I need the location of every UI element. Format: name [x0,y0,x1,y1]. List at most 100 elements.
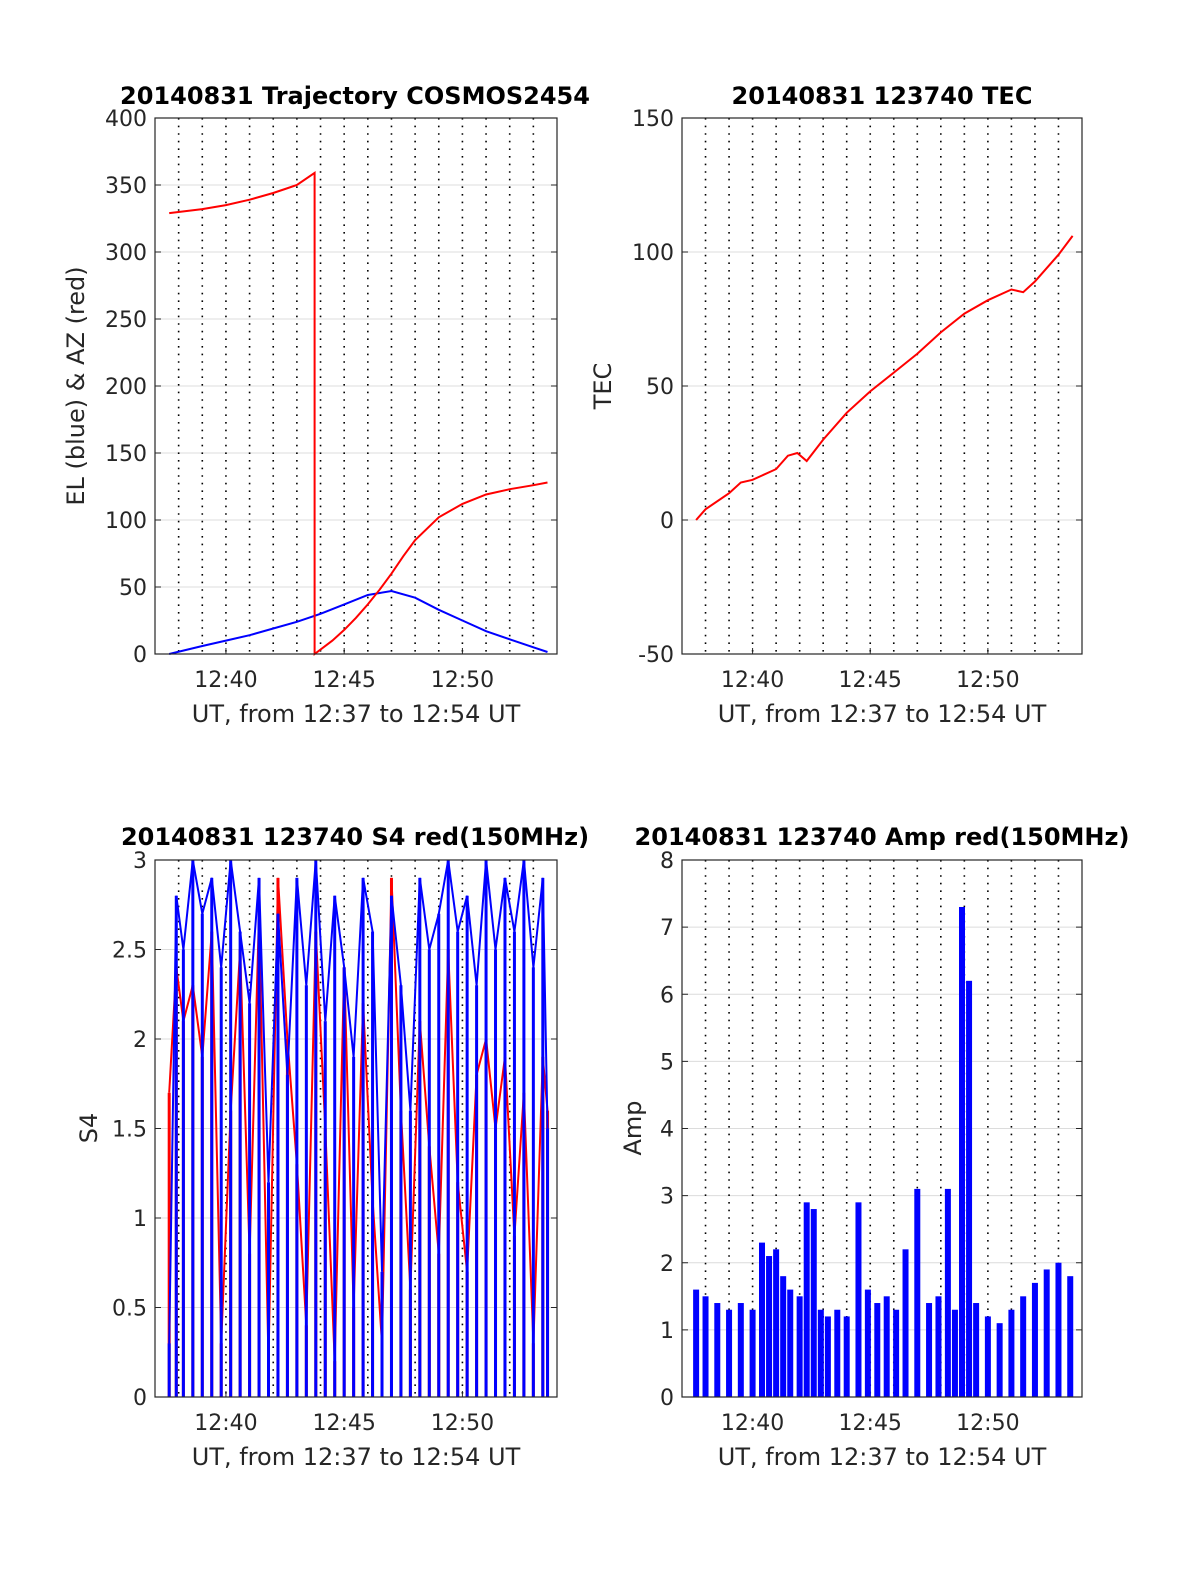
y-axis-label: TEC [589,363,617,411]
y-tick-label: 350 [105,174,147,199]
amp-bar [787,1289,794,1397]
series-line-1 [168,877,549,1362]
y-tick-label: 3 [133,849,147,874]
amp-bar [749,1309,756,1397]
axes-frame [154,117,558,655]
y-tick-labels: -50 0 50 100 150 [632,107,674,668]
y-tick-label: 400 [105,107,147,132]
amp-bar [1008,1309,1015,1397]
x-tick-label: 12:50 [431,668,494,693]
amp-bar [944,1188,951,1397]
amp-bar [702,1296,709,1397]
amp-bar [914,1188,921,1397]
amp-bar [803,1202,810,1397]
y-tick-label: 0 [133,1386,147,1411]
amp-bar [935,1296,942,1397]
amp-bar [780,1276,787,1397]
y-tick-label: 150 [105,442,147,467]
y-tick-label: 150 [632,107,674,132]
amp-bar [834,1309,841,1397]
x-tick-label: 12:45 [312,1411,375,1436]
y-tick-label: 200 [105,375,147,400]
amp-bar [874,1303,881,1397]
y-tick-label: 6 [660,983,674,1008]
x-tick-labels: 12:40 12:45 12:50 [194,1411,494,1436]
y-tick-label: 0 [660,1386,674,1411]
amp-bar [737,1303,744,1397]
amp-bar [1067,1276,1074,1397]
x-axis-label: UT, from 12:37 to 12:54 UT [718,700,1047,728]
plot-area [168,171,548,657]
x-tick-label: 12:50 [956,668,1019,693]
y-axis-label: Amp [619,1100,647,1155]
panel-trajectory: 20140831 Trajectory COSMOS2454 0 50 100 150… [62,82,590,728]
amp-bar [726,1309,733,1397]
x-tick-labels: 12:40 12:45 12:50 [194,668,494,693]
panel-title: 20140831 123740 Amp red(150MHz) [635,823,1130,851]
amp-bar [984,1316,991,1397]
y-tick-labels: 0 1 2 3 4 5 6 7 8 [660,849,674,1411]
amp-bar [766,1256,773,1397]
panel-s4: 20140831 123740 S4 red(150MHz) 0 0.5 1 1.5 2… [75,823,589,1471]
amp-bar [951,1309,958,1397]
y-tick-label: 250 [105,308,147,333]
amp-bar [864,1289,871,1397]
y-tick-label: 2.5 [112,939,147,964]
axes-frame [681,859,1083,1398]
y-tick-label: 1 [133,1207,147,1232]
panel-amp: 20140831 123740 Amp red(150MHz) 0 1 2 3 4 5 6 7… [619,823,1129,1471]
series-line-2 [169,171,548,657]
amp-bar [973,1303,980,1397]
grid [155,117,557,655]
y-tick-labels: 0 50 100 150 200 250 300 350 400 [105,107,147,668]
y-tick-label: 100 [105,509,147,534]
amp-bar [773,1249,780,1397]
x-tick-labels: 12:40 12:45 12:50 [721,668,1020,693]
amp-bar [1055,1262,1062,1397]
amp-bar [693,1289,700,1397]
amp-bar [855,1202,862,1397]
x-tick-label: 12:40 [194,1411,257,1436]
amp-bar [796,1296,803,1397]
x-tick-labels: 12:40 12:45 12:50 [721,1411,1020,1436]
y-tick-label: 3 [660,1185,674,1210]
axes-frame [154,859,558,1398]
y-tick-label: -50 [638,643,674,668]
series-line-2 [168,859,549,1344]
x-tick-label: 12:45 [839,1411,902,1436]
panel-title: 20140831 123740 S4 red(150MHz) [121,823,589,851]
y-tick-label: 2 [133,1028,147,1053]
x-tick-label: 12:40 [194,668,257,693]
y-axis-label: EL (blue) & AZ (red) [62,266,90,505]
amp-bar [1031,1282,1038,1397]
amp-bar [759,1242,765,1397]
plot-area [693,906,1074,1397]
amp-bar [959,906,965,1397]
x-tick-label: 12:50 [956,1411,1019,1436]
plot-area [695,235,1074,521]
y-tick-label: 1 [660,1319,674,1344]
x-tick-label: 12:40 [721,1411,784,1436]
amp-bar [810,1209,817,1397]
series-line-1 [168,589,548,655]
y-tick-label: 1.5 [112,1118,147,1143]
y-axis-label: S4 [75,1113,103,1144]
axes-frame [681,117,1083,655]
amp-bar [843,1316,850,1397]
amp-bar [1043,1269,1050,1397]
panel-title: 20140831 Trajectory COSMOS2454 [120,82,590,110]
y-tick-label: 0 [133,643,147,668]
y-tick-label: 4 [660,1118,674,1143]
y-tick-labels: 0 0.5 1 1.5 2 2.5 3 [112,849,147,1411]
x-tick-label: 12:50 [431,1411,494,1436]
series-line-1 [695,235,1074,521]
y-tick-label: 50 [646,375,674,400]
amp-bar [817,1309,824,1397]
amp-bar [996,1323,1003,1397]
panel-title: 20140831 123740 TEC [732,82,1033,110]
x-tick-label: 12:45 [839,668,902,693]
x-axis-label: UT, from 12:37 to 12:54 UT [718,1443,1047,1471]
y-tick-label: 7 [660,916,674,941]
